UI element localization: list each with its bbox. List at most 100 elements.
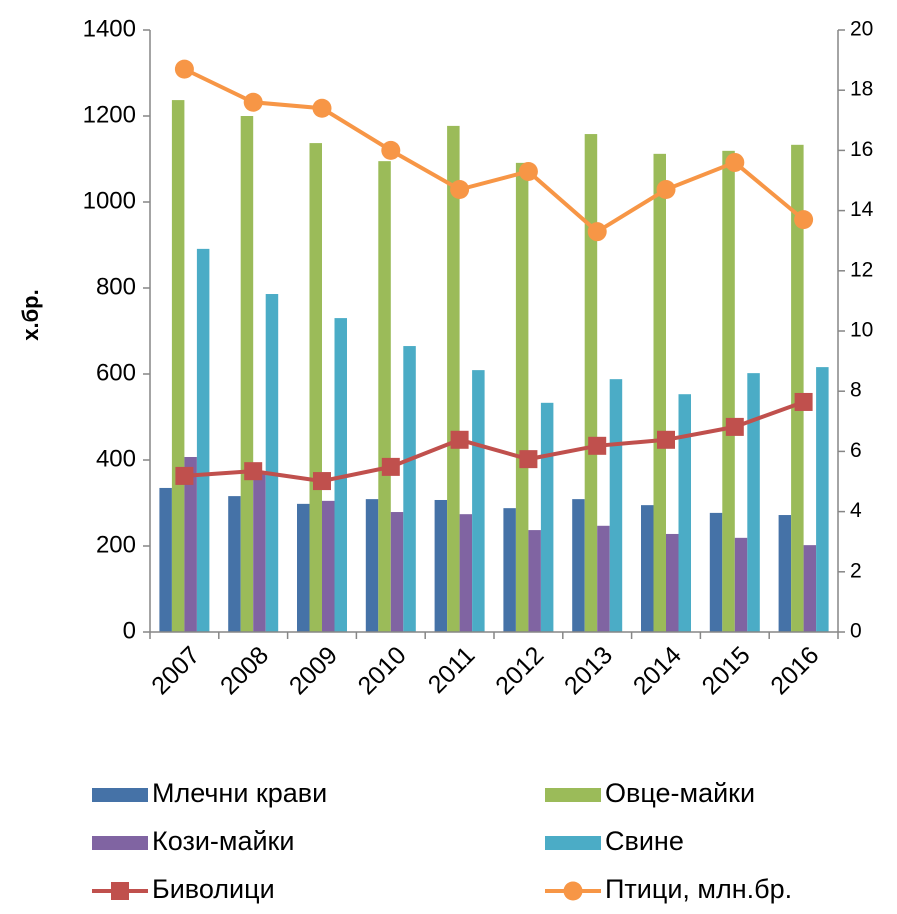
line-marker [519, 450, 538, 469]
legend-swatch [545, 788, 601, 802]
x-tick-label: 2010 [353, 641, 412, 700]
y-tick-label: 800 [96, 273, 136, 300]
bar [515, 162, 529, 632]
bar [734, 537, 748, 632]
line-marker [725, 152, 745, 172]
bar [265, 294, 279, 632]
y-tick-label: 600 [96, 359, 136, 386]
bar [609, 379, 623, 632]
y-tick-label: 1400 [83, 15, 136, 42]
bar [447, 125, 460, 632]
x-tick-label: 2016 [765, 641, 824, 700]
line-marker [244, 462, 263, 481]
legend-marker [111, 882, 129, 900]
bar [322, 500, 335, 632]
line-marker [175, 466, 194, 485]
y2-tick-label: 2 [850, 559, 862, 582]
bar [196, 248, 210, 632]
line-marker [450, 180, 470, 200]
legend-swatch [92, 836, 148, 850]
line-marker [312, 98, 332, 118]
bar [334, 318, 347, 632]
y-tick-label: 0 [123, 617, 136, 644]
y2-tick-label: 18 [850, 78, 873, 101]
x-tick-label: 2014 [628, 641, 687, 700]
bar [240, 116, 254, 632]
y2-tick-label: 12 [850, 258, 873, 281]
line-marker [381, 140, 401, 160]
x-tick-label: 2013 [559, 641, 618, 700]
y-tick-label: 200 [96, 531, 136, 558]
legend-label: Млечни крави [152, 778, 327, 808]
bar [722, 150, 735, 632]
bar [159, 487, 172, 632]
line-marker [381, 457, 400, 476]
line-marker [243, 92, 263, 112]
y-tick-label: 1200 [83, 101, 136, 128]
y2-tick-label: 16 [850, 138, 873, 161]
bar [803, 545, 817, 632]
line-marker [725, 417, 744, 436]
bar [584, 134, 598, 632]
bar [228, 496, 241, 632]
legend-swatch [545, 836, 601, 850]
bar [791, 144, 804, 632]
bar [378, 161, 391, 632]
bar [253, 472, 266, 632]
line-marker [518, 161, 538, 181]
bar [297, 503, 310, 632]
legend-label: Овце-майки [605, 778, 755, 808]
y-axis-label: х.бр. [18, 289, 43, 341]
y-tick-label: 1000 [83, 187, 136, 214]
y2-tick-label: 4 [850, 499, 862, 522]
legend-marker [563, 881, 583, 901]
x-tick-label: 2012 [490, 641, 549, 700]
bar [709, 512, 723, 632]
line-marker [657, 430, 675, 449]
line-marker [450, 430, 469, 449]
bar [403, 346, 416, 632]
bar [503, 508, 516, 632]
x-tick-label: 2015 [697, 641, 756, 700]
bar [459, 514, 473, 632]
line-marker [587, 222, 607, 242]
bar [597, 525, 610, 632]
y2-tick-label: 0 [850, 620, 862, 643]
bar [390, 512, 404, 632]
legend-label: Птици, млн.бр. [605, 874, 792, 904]
legend-swatch [92, 788, 148, 802]
y2-tick-label: 8 [850, 379, 862, 402]
line-marker [656, 180, 676, 200]
bar [184, 456, 197, 632]
line [183, 67, 805, 235]
x-tick-label: 2009 [284, 641, 343, 700]
legend-label: Свине [605, 826, 684, 856]
bar [309, 143, 322, 632]
bar [365, 499, 379, 632]
bar [678, 394, 691, 632]
y-tick-label: 400 [96, 445, 136, 472]
bar [472, 370, 485, 632]
y2-tick-label: 10 [850, 319, 873, 342]
y2-tick-label: 20 [850, 18, 873, 41]
y2-tick-label: 14 [850, 198, 874, 221]
bar [747, 373, 760, 632]
legend-label: Биволици [152, 874, 275, 904]
x-tick-label: 2008 [215, 641, 274, 700]
bar [572, 499, 585, 632]
x-tick-label: 2007 [146, 641, 205, 700]
line-marker [313, 472, 331, 491]
bar [666, 533, 679, 632]
bar [528, 530, 541, 632]
x-tick-label: 2011 [423, 641, 481, 699]
line-marker [174, 59, 194, 79]
bar [778, 515, 792, 632]
bar [653, 153, 666, 632]
bar [171, 100, 185, 633]
line-marker [588, 436, 607, 455]
bar [816, 367, 829, 632]
bar [540, 402, 554, 632]
bar [641, 505, 654, 632]
legend-label: Кози-майки [152, 826, 294, 856]
